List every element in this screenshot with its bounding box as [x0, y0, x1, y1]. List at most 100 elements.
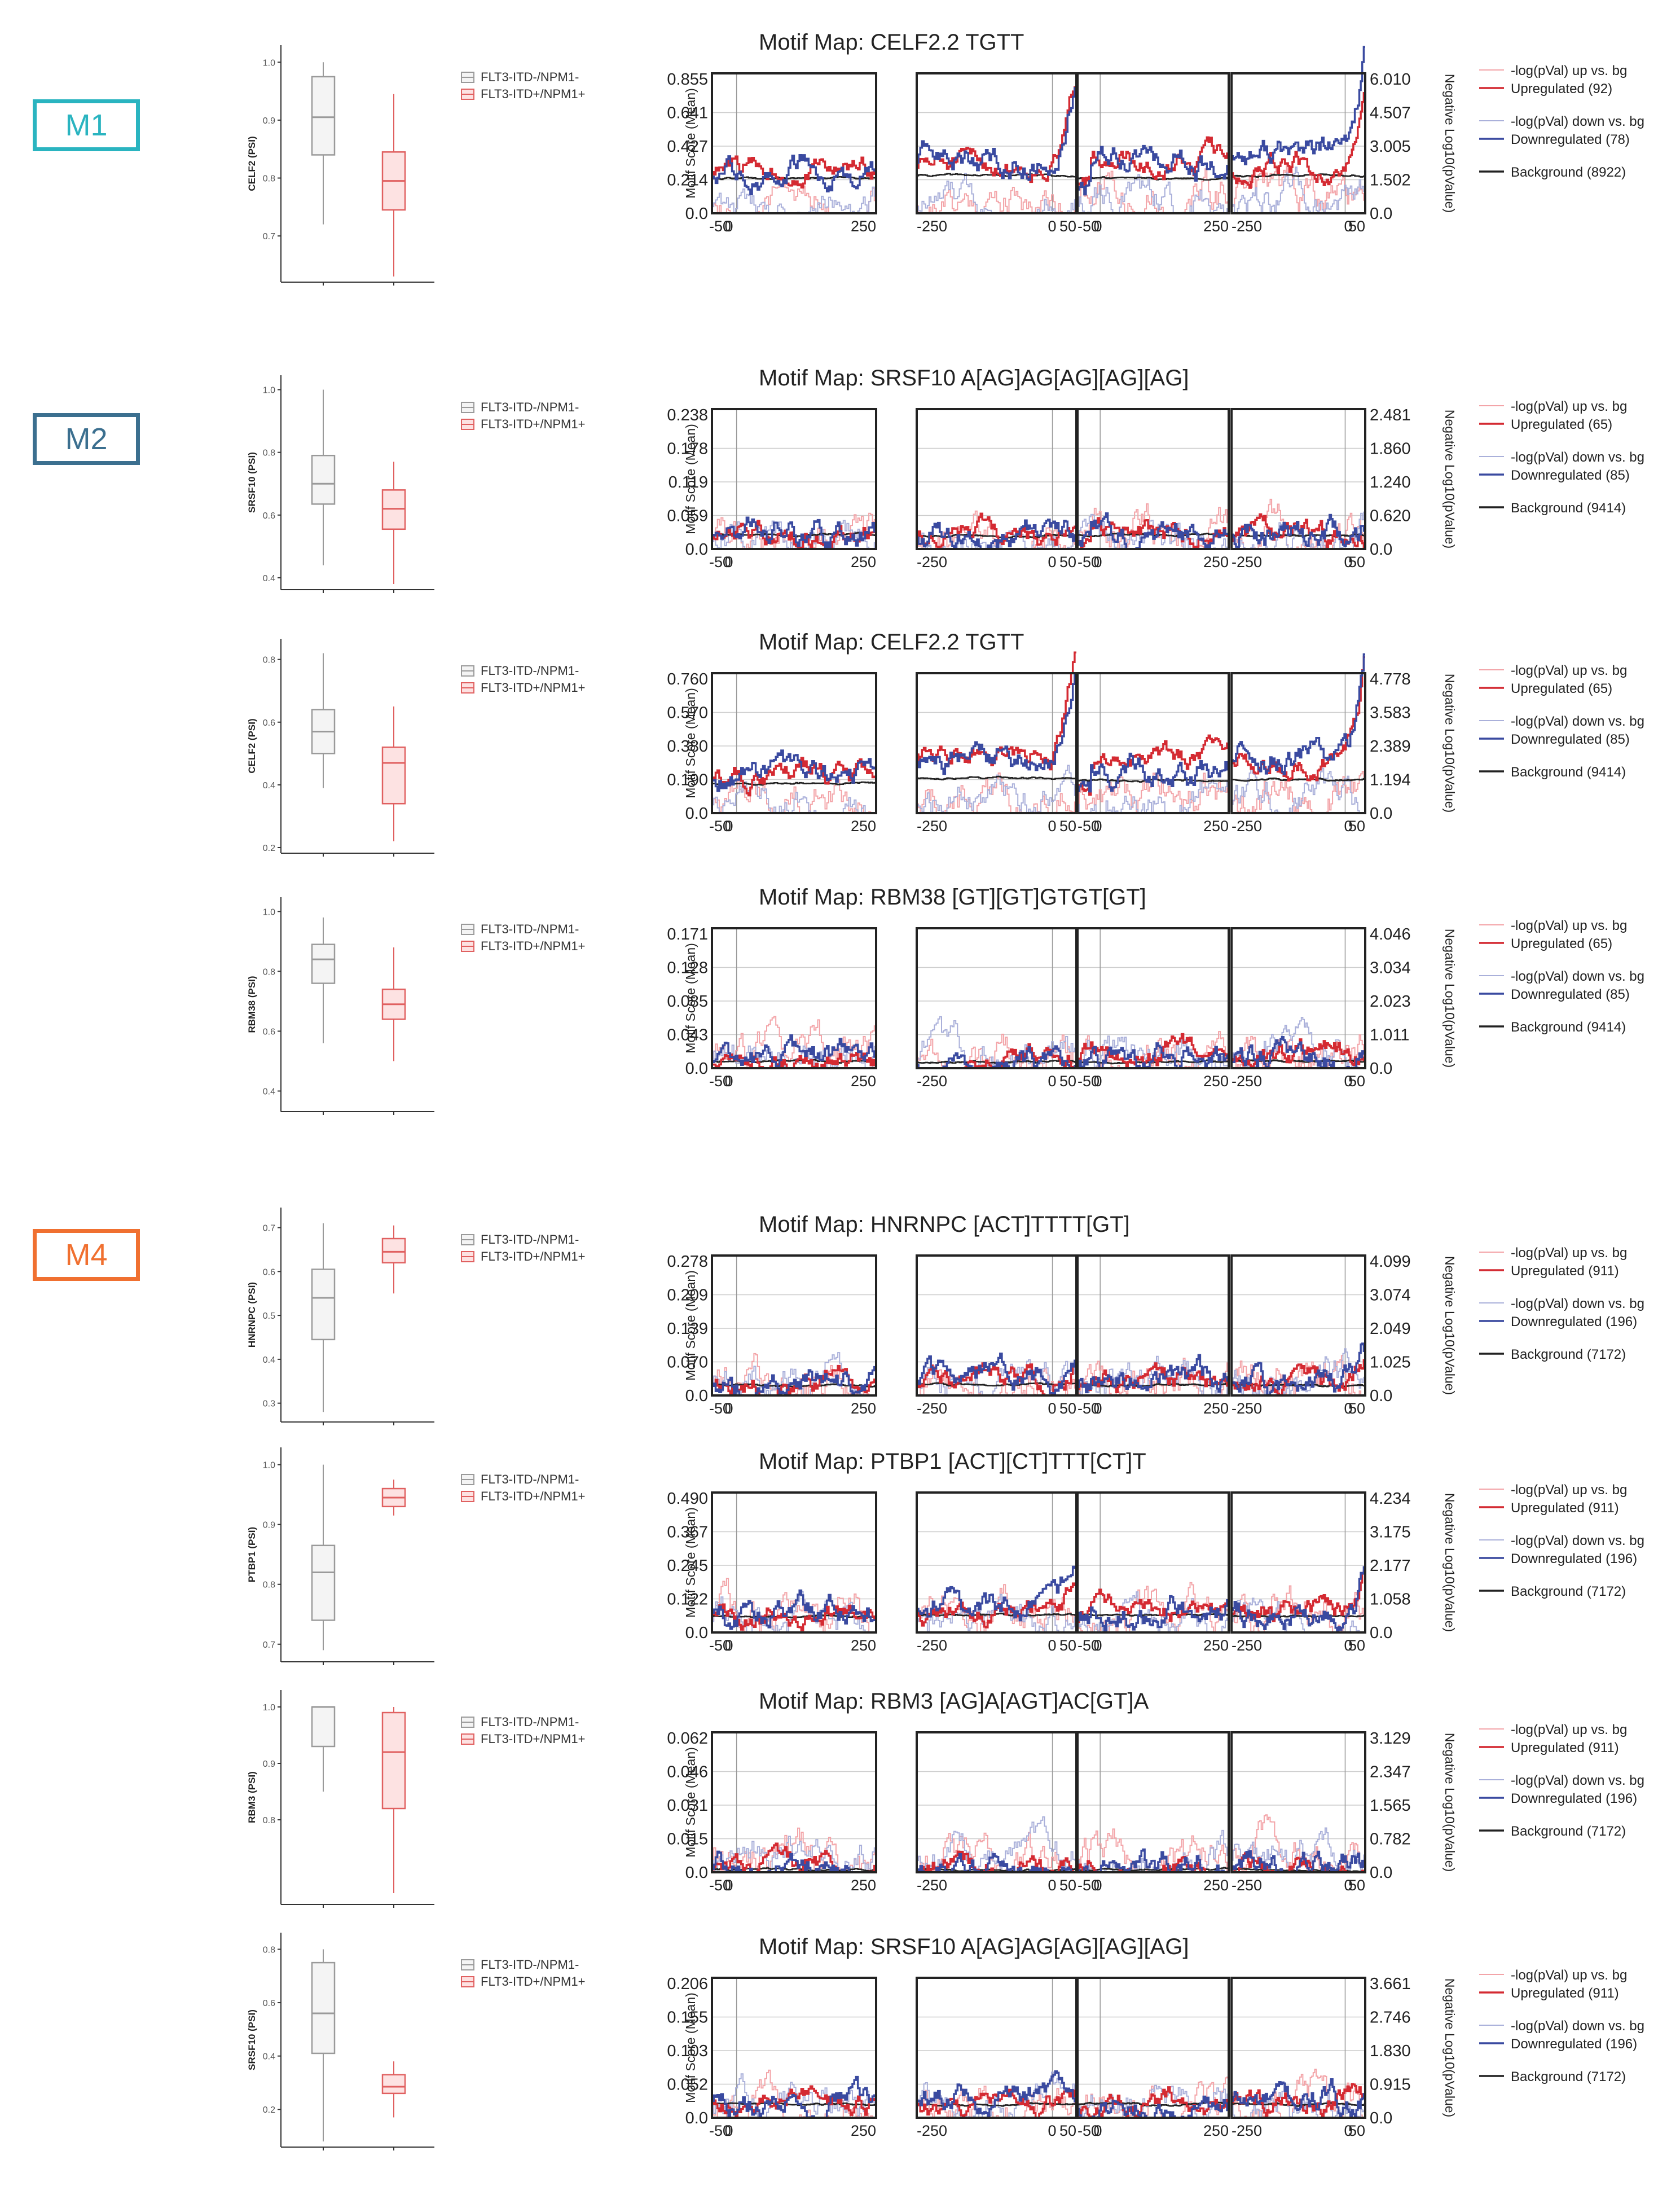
x-tick-label: 0: [1344, 1637, 1352, 1654]
y-tick-right: 2.481: [1370, 406, 1411, 424]
pvalue-up-line: [1232, 771, 1365, 814]
box-legend-a: FLT3-ITD-/NPM1-: [481, 70, 579, 84]
x-tick-label: 50: [1348, 1400, 1365, 1417]
motif-chart-6: Motif Map: PTBP1 [ACT][CT]TTT[CT]T Motif …: [667, 1449, 1644, 1654]
box-legend-a: FLT3-ITD-/NPM1-: [481, 1715, 579, 1729]
x-tick-label: -250: [917, 818, 947, 835]
y-tick-right: 0.0: [1370, 1387, 1392, 1405]
x-tick-label: 0: [1048, 218, 1056, 235]
downregulated-line: [1232, 46, 1365, 165]
box-y-tick-label: 0.8: [263, 449, 275, 458]
legend-pvalue-down: -log(pVal) down vs. bg: [1511, 969, 1644, 984]
upregulated-line: [1232, 91, 1365, 189]
x-tick-label: 0: [1344, 2122, 1352, 2139]
pvalue-up-line: [712, 1016, 876, 1069]
x-tick-label: 0: [1048, 2122, 1056, 2139]
chart-title: Motif Map: CELF2.2 TGTT: [759, 630, 1024, 655]
x-tick-label: -50: [709, 1400, 731, 1417]
y-axis-label-right: Negative Log10(pValue): [1442, 674, 1457, 813]
legend-background: Background (7172): [1511, 2069, 1626, 2084]
y-axis-label-right: Negative Log10(pValue): [1442, 1493, 1457, 1632]
box-y-label: SRSF10 (PSI): [247, 452, 257, 513]
y-tick-left: 0.490: [667, 1490, 708, 1508]
motif-panel-3: [1076, 1977, 1230, 2119]
x-tick-label: -250: [917, 1637, 947, 1654]
x-tick-label: 0: [1048, 1073, 1056, 1090]
upregulated-line: [1232, 656, 1365, 782]
y-tick-right: 2.177: [1370, 1557, 1411, 1575]
y-tick-left: 0.155: [667, 2009, 708, 2027]
y-tick-left: 0.0: [685, 805, 708, 823]
box-y-label: CELF2 (PSI): [247, 136, 257, 191]
downregulated-line: [712, 153, 876, 196]
x-tick-label: 0: [1344, 818, 1352, 835]
box-y-tick-label: 0.4: [263, 1087, 275, 1096]
legend-upregulated: Upregulated (911): [1511, 1986, 1619, 2001]
y-axis-label-right: Negative Log10(pValue): [1442, 1256, 1457, 1395]
legend-pvalue-up: -log(pVal) up vs. bg: [1511, 663, 1627, 678]
panel-frame: [1230, 408, 1366, 550]
box-legend-b: FLT3-ITD+/NPM1+: [481, 681, 585, 695]
panel-frame: [711, 1491, 877, 1634]
y-tick-right: 0.782: [1370, 1831, 1411, 1849]
x-tick-label: 50: [1348, 554, 1365, 570]
y-tick-right: 6.010: [1370, 71, 1411, 89]
pvalue-up-line: [1232, 1034, 1365, 1069]
box-y-tick-label: 0.8: [263, 174, 275, 184]
box-y-tick-label: 0.6: [263, 1999, 275, 2008]
chart-title: Motif Map: PTBP1 [ACT][CT]TTT[CT]T: [759, 1449, 1146, 1474]
module-label-m4: M4: [33, 1229, 140, 1281]
y-tick-right: 1.025: [1370, 1354, 1411, 1372]
y-tick-right: 4.046: [1370, 925, 1411, 943]
y-tick-right: 1.058: [1370, 1591, 1411, 1609]
downregulated-line: [917, 673, 1076, 775]
box-y-tick-label: 1.0: [263, 1461, 275, 1471]
x-tick-label: 250: [1203, 1637, 1229, 1654]
panel-frame: [1230, 1977, 1366, 2119]
box-y-label: RBM38 (PSI): [247, 976, 257, 1033]
motif-chart-8: Motif Map: SRSF10 A[AG]AG[AG][AG][AG] Mot…: [667, 1934, 1644, 2139]
boxplot-5: HNRNPC (PSI) 0.7 0.6 0.5 0.4 0.3 FLT3-ITD-/NPM…: [247, 1208, 585, 1425]
x-tick-label: -250: [917, 554, 947, 570]
x-tick-label: 0: [724, 1637, 733, 1654]
y-tick-left: 0.209: [667, 1287, 708, 1305]
chart-title: Motif Map: SRSF10 A[AG]AG[AG][AG][AG]: [759, 366, 1189, 390]
panel-frame: [1230, 927, 1366, 1069]
legend-upregulated: Upregulated (911): [1511, 1740, 1619, 1755]
motif-panel-3: [1076, 927, 1230, 1069]
y-axis-label-left: Motif Score (Mean): [683, 88, 698, 199]
downregulated-line: [712, 1589, 876, 1630]
box-y-label: HNRNPC (PSI): [247, 1282, 257, 1348]
downregulated-line: [1078, 512, 1229, 550]
y-tick-right: 2.746: [1370, 2009, 1411, 2027]
y-tick-left: 0.427: [667, 138, 708, 156]
y-tick-right: 1.565: [1370, 1797, 1411, 1815]
box-y-tick-label: 0.2: [263, 844, 275, 853]
y-tick-right: 3.034: [1370, 959, 1411, 977]
downregulated-line: [712, 516, 876, 549]
boxplot-6: PTBP1 (PSI) 1.0 0.9 0.8 0.7 FLT3-ITD-/NPM1- FL…: [247, 1447, 585, 1665]
motif-panel-1: [711, 1491, 877, 1634]
downregulated-line: [1232, 1342, 1365, 1397]
box-y-tick-label: 0.8: [263, 1945, 275, 1955]
y-tick-left: 0.171: [667, 925, 708, 943]
downregulated-line: [1078, 144, 1229, 196]
box-legend-a: FLT3-ITD-/NPM1-: [481, 1957, 579, 1972]
x-tick-label: 50: [1059, 218, 1076, 235]
motif-chart-5: Motif Map: HNRNPC [ACT]TTTT[GT] Motif Sco…: [667, 1212, 1644, 1417]
downregulated-line: [712, 749, 876, 792]
x-tick-label: -250: [917, 1400, 947, 1417]
y-tick-left: 0.128: [667, 959, 708, 977]
module-label-m1: M1: [33, 99, 140, 151]
x-tick-label: -50: [1078, 1637, 1100, 1654]
y-tick-left: 0.190: [667, 771, 708, 789]
y-tick-left: 0.641: [667, 104, 708, 122]
background-line: [917, 1867, 1076, 1873]
motif-panel-3: [1076, 1254, 1230, 1397]
legend-pvalue-down: -log(pVal) down vs. bg: [1511, 450, 1644, 465]
y-tick-left: 0.570: [667, 704, 708, 722]
legend-downregulated: Downregulated (85): [1511, 732, 1630, 747]
y-tick-right: 4.778: [1370, 670, 1411, 688]
pvalue-down-line: [712, 2073, 876, 2118]
legend-pvalue-down: -log(pVal) down vs. bg: [1511, 1296, 1644, 1311]
